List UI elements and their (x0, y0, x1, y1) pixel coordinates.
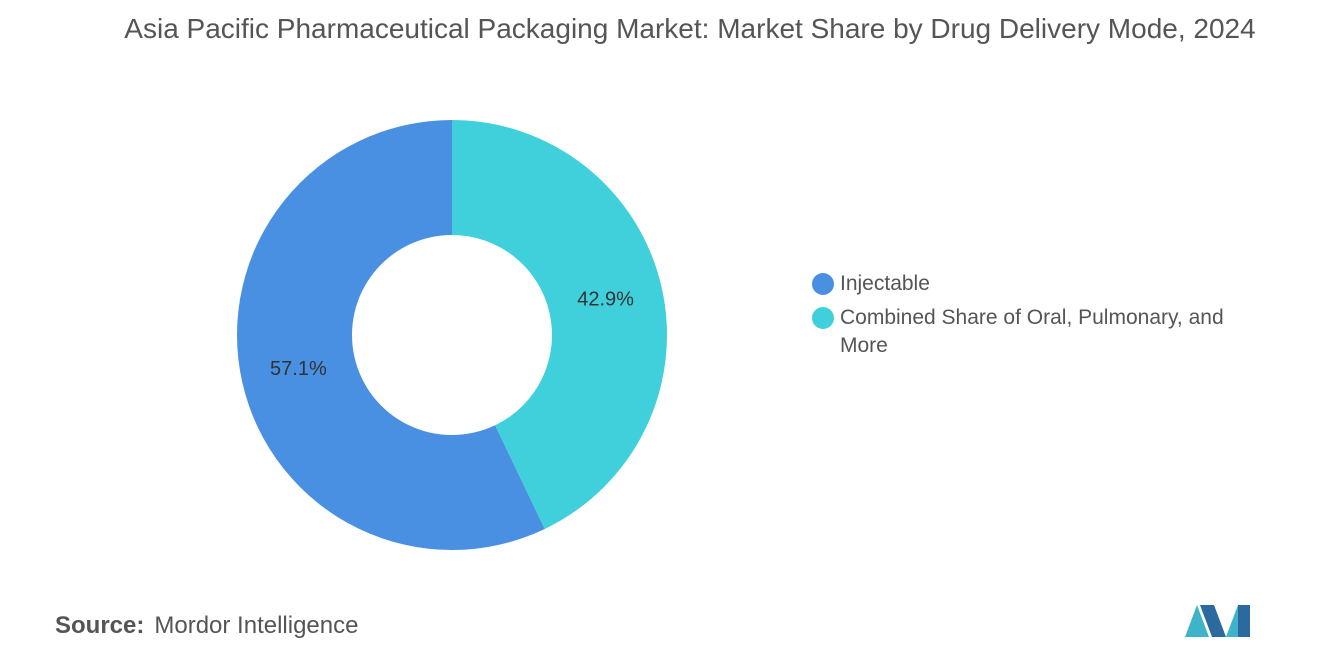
source: Source: Mordor Intelligence (55, 612, 358, 640)
legend: Injectable Combined Share of Oral, Pulmon… (812, 270, 1262, 366)
data-label: 42.9% (577, 288, 634, 310)
legend-item: Injectable (812, 270, 1262, 298)
slice (237, 120, 545, 550)
legend-swatch (812, 273, 834, 295)
legend-swatch (812, 307, 834, 329)
slice (452, 120, 668, 529)
legend-label: Injectable (840, 272, 930, 295)
logo (1185, 605, 1250, 637)
data-label: 57.1% (270, 358, 327, 380)
source-label: Source: (55, 612, 145, 639)
chart-title: Asia Pacific Pharmaceutical Packaging Ma… (124, 13, 1256, 44)
legend-item: Combined Share of Oral, Pulmonary, and M… (812, 304, 1262, 360)
source-text: Mordor Intelligence (154, 612, 359, 639)
legend-label: Combined Share of Oral, Pulmonary, and M… (840, 306, 1224, 357)
